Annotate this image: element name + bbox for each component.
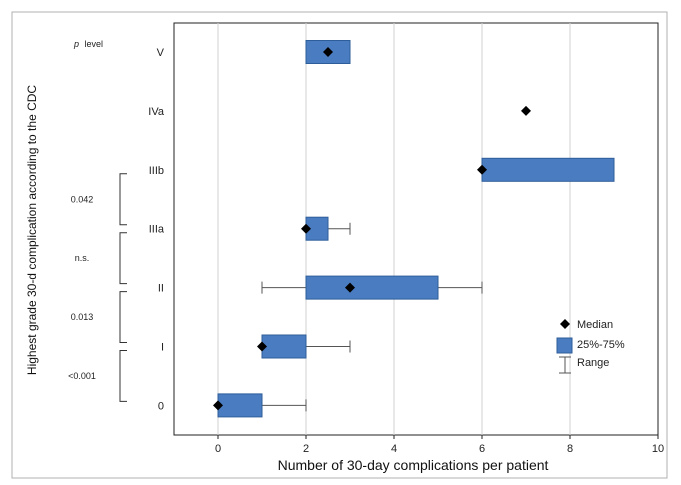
median-marker-II — [345, 282, 355, 293]
x-tick-label-10: 10 — [652, 443, 664, 455]
legend-median-label: Median — [577, 319, 613, 331]
p-value-label-4: <0.001 — [68, 371, 96, 381]
legend-range-label: Range — [577, 357, 609, 369]
y-axis-title: Highest grade 30-d complication accordin… — [25, 85, 39, 375]
median-marker-IVa — [521, 105, 531, 116]
median-marker-IIIa — [301, 223, 311, 234]
median-marker-V — [323, 47, 333, 57]
p-level-header: p level — [73, 39, 103, 49]
p-italic: p — [73, 39, 79, 49]
medians — [213, 47, 531, 411]
legend-median-marker — [560, 319, 570, 329]
boxes — [217, 40, 615, 418]
y-tick-label-IIIa: IIIa — [149, 224, 165, 236]
x-tick-labels: 0 2 4 6 8 10 — [215, 435, 664, 455]
legend-box-label: 25%-75% — [577, 339, 625, 351]
whiskers — [217, 222, 483, 412]
p-bracket-4: <0.001 — [68, 350, 127, 402]
x-tick-label-0: 0 — [215, 443, 221, 455]
legend-range-symbol — [559, 356, 571, 374]
chart-frame — [11, 11, 668, 479]
p-level-word: level — [85, 39, 104, 49]
median-marker-I — [257, 341, 267, 352]
box-0 — [217, 393, 263, 418]
gridlines — [217, 23, 571, 435]
y-tick-label-II: II — [158, 283, 164, 295]
p-bracket-line-3 — [119, 291, 127, 343]
p-value-label-2: n.s. — [75, 253, 90, 263]
x-tick-label-4: 4 — [391, 443, 397, 455]
y-tick-label-I: I — [161, 342, 164, 354]
p-bracket-3: 0.013 — [71, 291, 127, 343]
p-bracket-1: 0.042 — [71, 173, 127, 226]
x-tick-label-8: 8 — [567, 443, 573, 455]
y-tick-label-V: V — [157, 47, 165, 59]
p-value-label-1: 0.042 — [71, 194, 94, 204]
p-value-label-3: 0.013 — [71, 312, 94, 322]
box-II — [305, 275, 439, 300]
box-IIIb — [481, 157, 615, 182]
p-bracket-line-1 — [119, 173, 127, 226]
y-tick-label-IVa: IVa — [148, 106, 165, 118]
median-marker-IIIb — [477, 164, 487, 175]
p-bracket-2: n.s. — [75, 232, 127, 285]
legend: Median 25%-75% Range — [556, 319, 625, 374]
legend-box-swatch — [556, 337, 573, 354]
x-tick-label-2: 2 — [303, 443, 309, 455]
box-I — [261, 334, 307, 359]
y-tick-label-IIIb: IIIb — [149, 165, 164, 177]
y-tick-label-0: 0 — [158, 400, 164, 412]
plot-area — [173, 22, 659, 436]
x-tick-label-6: 6 — [479, 443, 485, 455]
p-bracket-line-4 — [119, 350, 127, 402]
x-axis-title: Number of 30-day complications per patie… — [278, 457, 549, 473]
median-marker-0 — [213, 400, 223, 411]
p-value-annotations: 0.042 n.s. 0.013 <0.001 — [68, 173, 127, 402]
p-bracket-line-2 — [119, 232, 127, 285]
